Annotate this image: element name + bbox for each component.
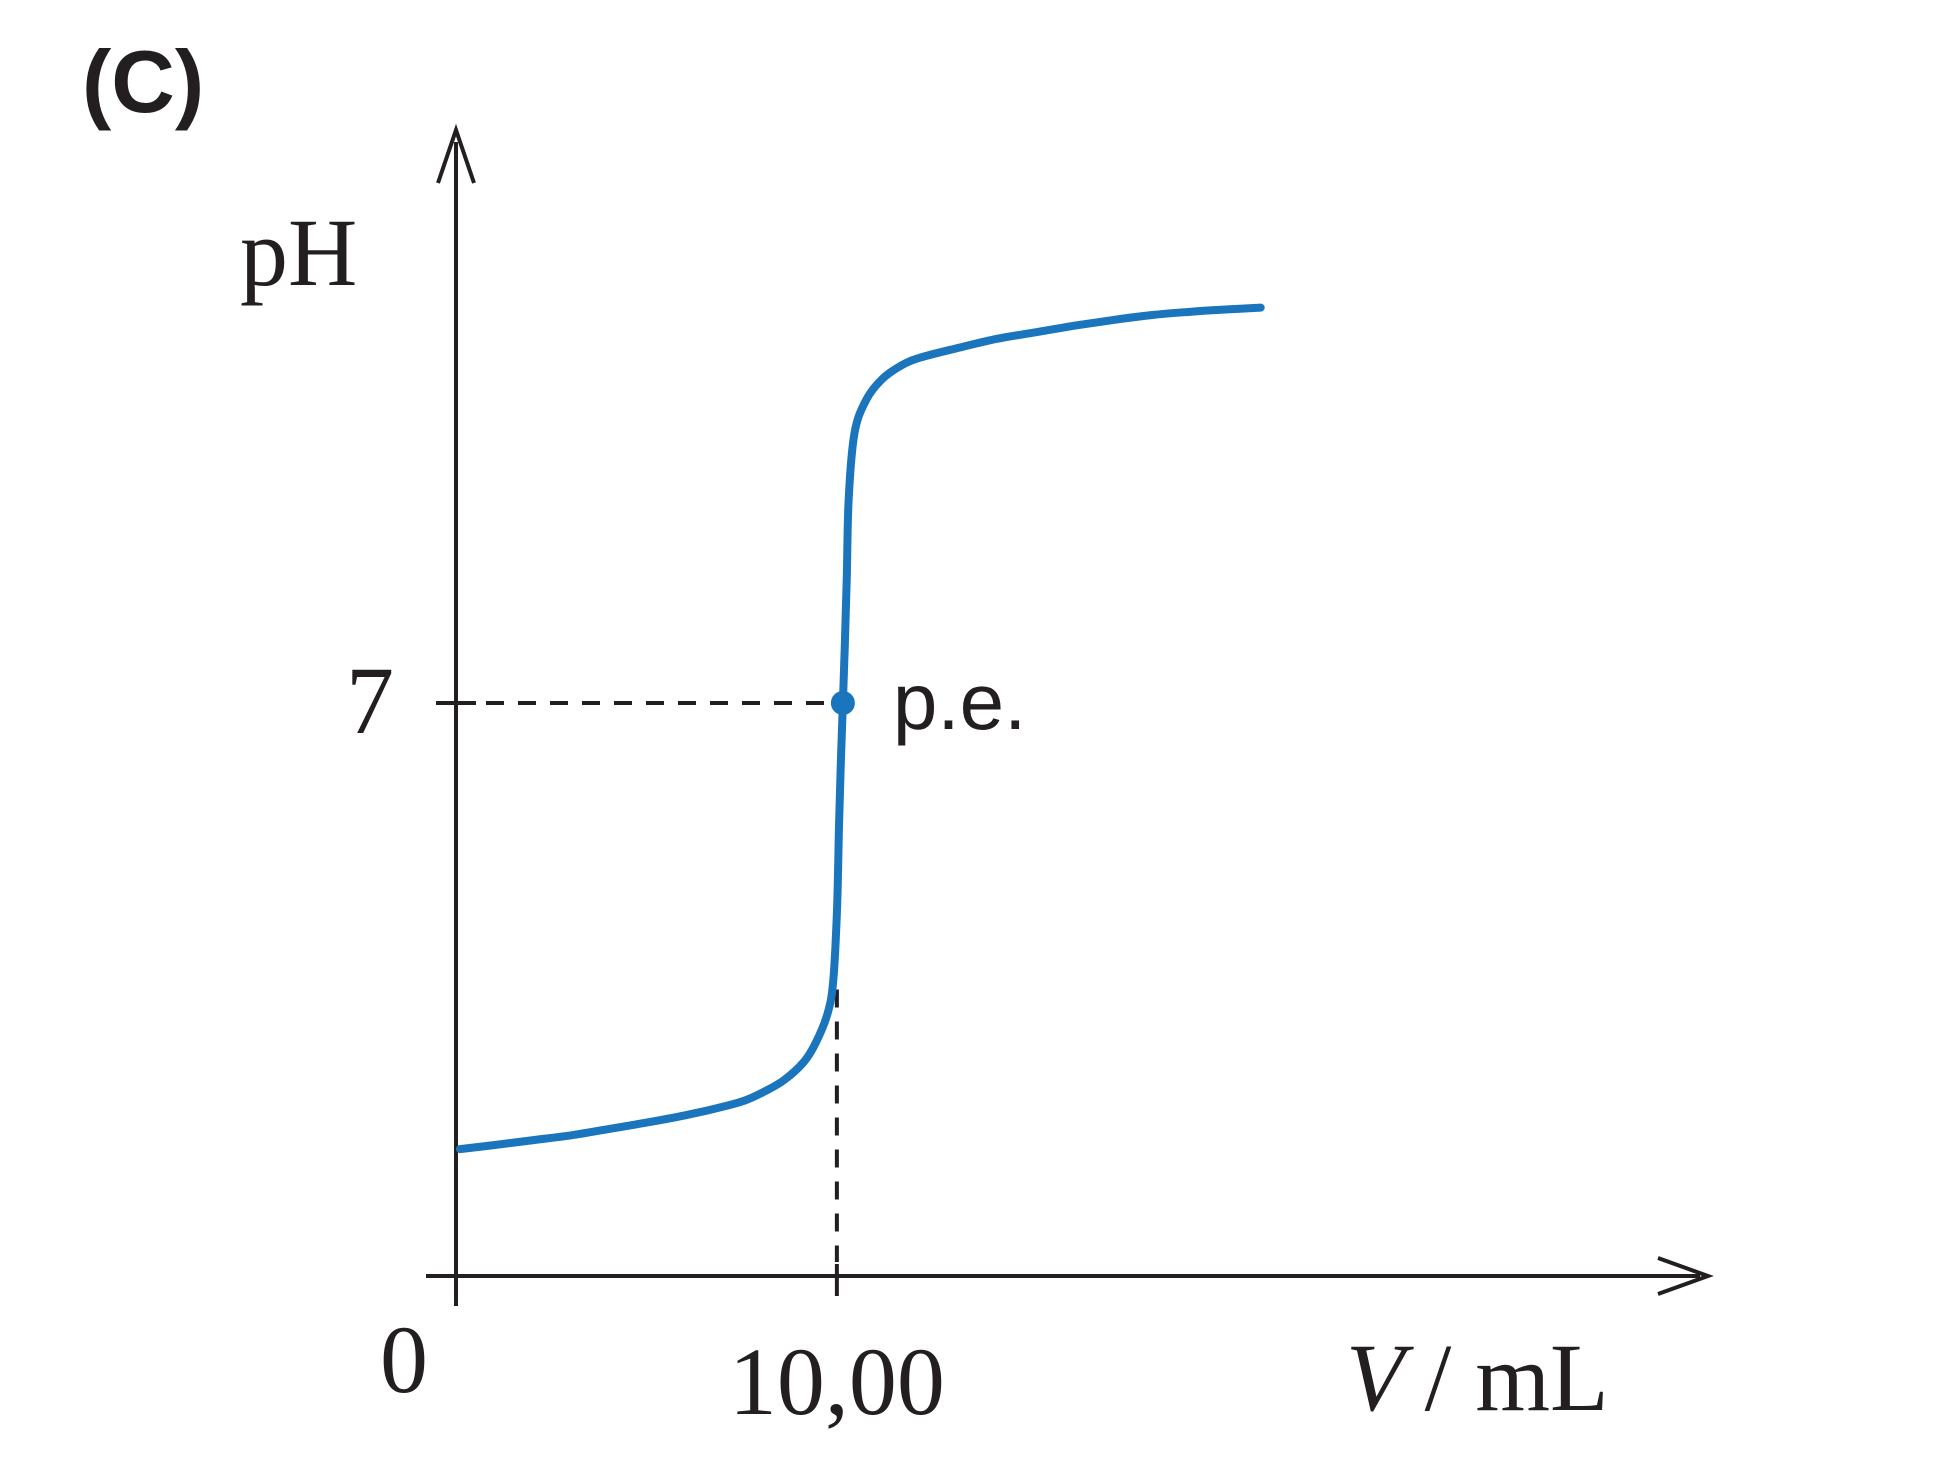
y-axis-arrow [436,123,476,184]
y-axis-label: pH [240,199,357,306]
equivalence-point [830,691,855,715]
x-axis-label: V / mL [1346,1324,1609,1431]
x-axis-unit: / mL [1425,1324,1609,1431]
x-axis-arrow [1657,1256,1714,1296]
titration-curve [455,303,1265,1154]
x-tick-label-0: 10,00 [729,1328,945,1435]
origin-label: 0 [380,1306,428,1413]
panel-label: (C) [82,32,204,131]
x-axis-variable: V [1346,1324,1414,1431]
y-tick-label-0: 7 [346,647,394,754]
equivalence-point-label: p.e. [893,657,1026,746]
